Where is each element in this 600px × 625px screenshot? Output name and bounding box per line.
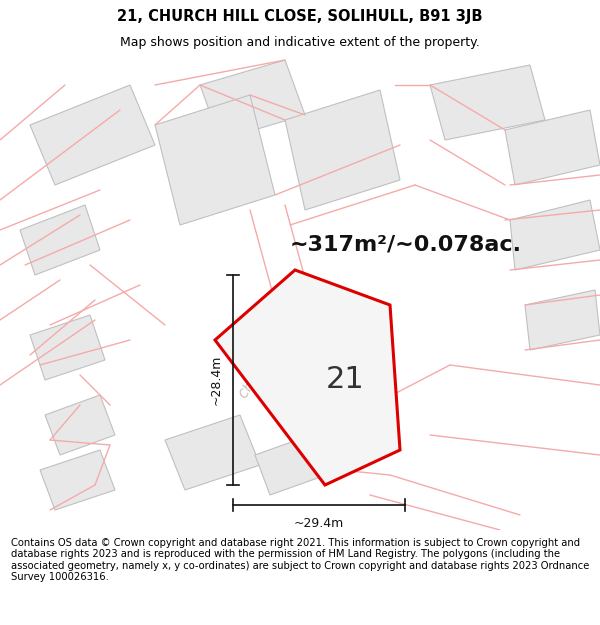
Polygon shape: [165, 415, 260, 490]
Polygon shape: [215, 270, 400, 485]
Polygon shape: [20, 205, 100, 275]
Text: Contains OS data © Crown copyright and database right 2021. This information is : Contains OS data © Crown copyright and d…: [11, 538, 589, 582]
Polygon shape: [200, 60, 305, 140]
Text: ~317m²/~0.078ac.: ~317m²/~0.078ac.: [290, 235, 522, 255]
Text: 21, CHURCH HILL CLOSE, SOLIHULL, B91 3JB: 21, CHURCH HILL CLOSE, SOLIHULL, B91 3JB: [117, 9, 483, 24]
Text: ~28.4m: ~28.4m: [210, 355, 223, 405]
Polygon shape: [155, 95, 275, 225]
Polygon shape: [510, 200, 600, 270]
Polygon shape: [45, 395, 115, 455]
Polygon shape: [40, 450, 115, 510]
Polygon shape: [285, 90, 400, 210]
Text: ~29.4m: ~29.4m: [294, 517, 344, 530]
Polygon shape: [255, 430, 340, 495]
Polygon shape: [30, 315, 105, 380]
Polygon shape: [525, 290, 600, 350]
Text: Church Hill Close: Church Hill Close: [238, 309, 302, 401]
Polygon shape: [505, 110, 600, 185]
Text: 21: 21: [326, 366, 364, 394]
Text: Map shows position and indicative extent of the property.: Map shows position and indicative extent…: [120, 36, 480, 49]
Polygon shape: [430, 65, 545, 140]
Polygon shape: [30, 85, 155, 185]
